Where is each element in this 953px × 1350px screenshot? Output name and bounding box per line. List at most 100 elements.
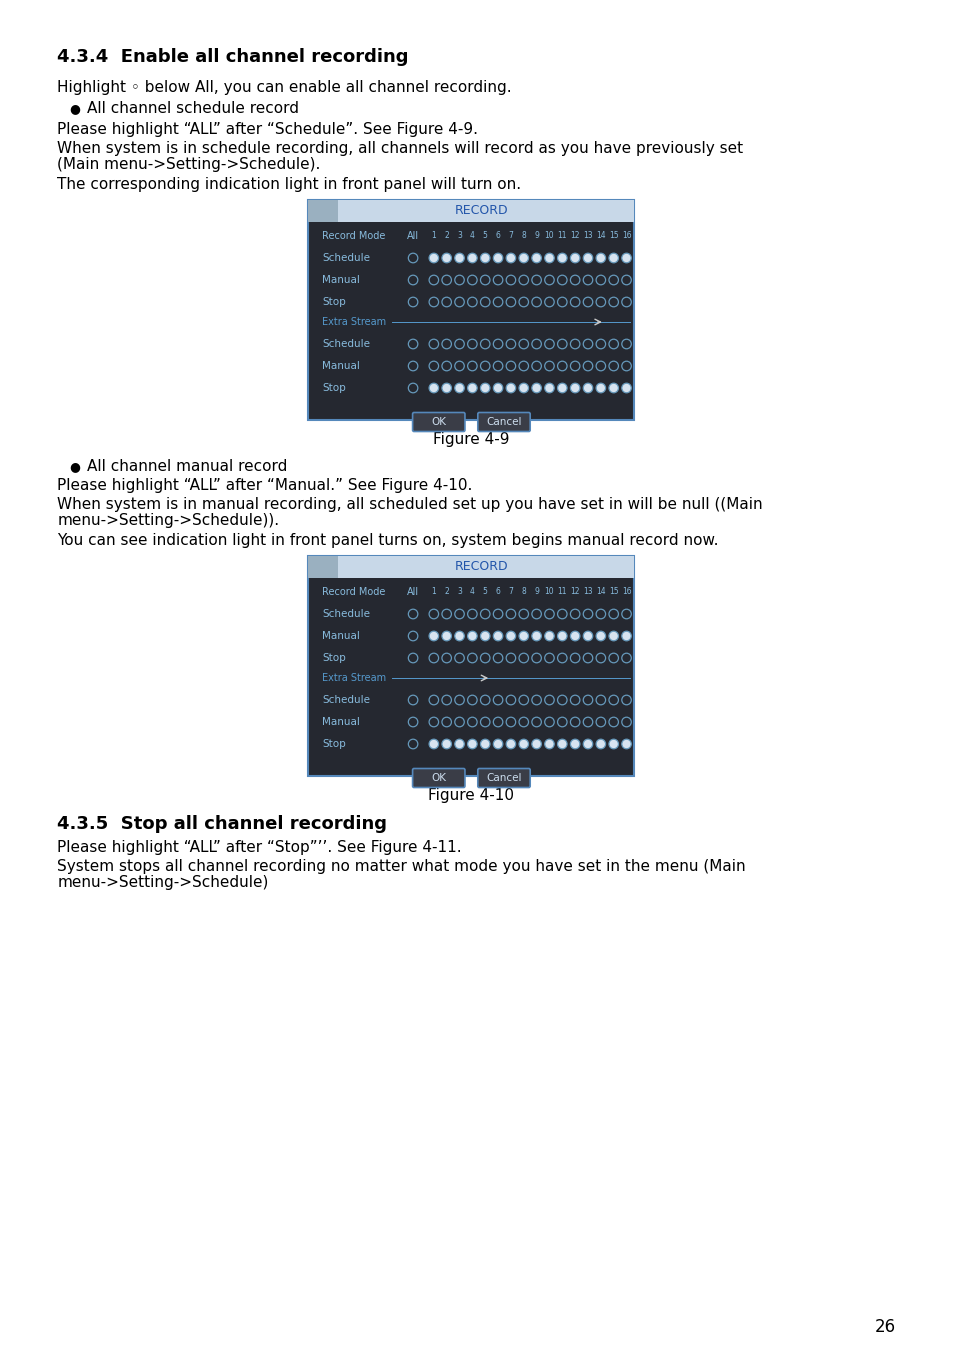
Circle shape xyxy=(532,632,540,641)
Text: 5: 5 xyxy=(482,231,487,240)
Bar xyxy=(308,556,337,578)
Text: RECORD: RECORD xyxy=(454,560,508,574)
Text: 14: 14 xyxy=(596,587,605,597)
Circle shape xyxy=(582,254,592,263)
Text: 3: 3 xyxy=(456,587,461,597)
Circle shape xyxy=(518,632,528,641)
Circle shape xyxy=(467,383,476,393)
Text: 12: 12 xyxy=(570,231,579,240)
Text: 13: 13 xyxy=(582,231,592,240)
Text: OK: OK xyxy=(431,774,446,783)
Text: Schedule: Schedule xyxy=(322,252,370,263)
Text: RECORD: RECORD xyxy=(454,204,508,217)
Circle shape xyxy=(429,254,438,263)
Text: 4: 4 xyxy=(470,587,475,597)
Text: All channel manual record: All channel manual record xyxy=(87,459,287,474)
Text: Please highlight “ALL” after “Stop”’’. See Figure 4-11.: Please highlight “ALL” after “Stop”’’. S… xyxy=(57,840,461,855)
Text: 12: 12 xyxy=(570,587,579,597)
Circle shape xyxy=(493,383,502,393)
Circle shape xyxy=(544,254,554,263)
Text: 10: 10 xyxy=(544,231,554,240)
Circle shape xyxy=(532,254,540,263)
Circle shape xyxy=(557,740,566,749)
FancyBboxPatch shape xyxy=(477,413,530,432)
Text: 26: 26 xyxy=(874,1318,895,1336)
Text: Please highlight “ALL” after “Schedule”. See Figure 4-9.: Please highlight “ALL” after “Schedule”.… xyxy=(57,122,477,136)
Circle shape xyxy=(596,740,605,749)
Text: Manual: Manual xyxy=(322,630,359,641)
Text: Figure 4-10: Figure 4-10 xyxy=(428,788,514,803)
Text: 14: 14 xyxy=(596,231,605,240)
Circle shape xyxy=(441,383,451,393)
Circle shape xyxy=(493,632,502,641)
Circle shape xyxy=(544,632,554,641)
Text: 1: 1 xyxy=(431,231,436,240)
Text: 6: 6 xyxy=(496,231,500,240)
Circle shape xyxy=(441,254,451,263)
Text: System stops all channel recording no matter what mode you have set in the menu : System stops all channel recording no ma… xyxy=(57,859,745,873)
Circle shape xyxy=(621,740,631,749)
Text: Figure 4-9: Figure 4-9 xyxy=(433,432,509,447)
Circle shape xyxy=(506,632,516,641)
Circle shape xyxy=(480,254,490,263)
Circle shape xyxy=(429,632,438,641)
Text: The corresponding indication light in front panel will turn on.: The corresponding indication light in fr… xyxy=(57,177,521,192)
Circle shape xyxy=(441,632,451,641)
Circle shape xyxy=(608,254,618,263)
Text: Manual: Manual xyxy=(322,717,359,728)
Text: 10: 10 xyxy=(544,587,554,597)
Circle shape xyxy=(570,383,579,393)
Text: ●: ● xyxy=(70,460,80,472)
Text: OK: OK xyxy=(431,417,446,427)
Text: 1: 1 xyxy=(431,587,436,597)
Circle shape xyxy=(582,632,592,641)
Circle shape xyxy=(557,632,566,641)
Circle shape xyxy=(467,740,476,749)
Text: menu->Setting->Schedule): menu->Setting->Schedule) xyxy=(57,875,269,890)
Text: 7: 7 xyxy=(508,587,513,597)
Text: Manual: Manual xyxy=(322,360,359,371)
Circle shape xyxy=(621,254,631,263)
Text: ●: ● xyxy=(70,103,80,115)
Text: Schedule: Schedule xyxy=(322,339,370,350)
Bar xyxy=(308,200,337,221)
Circle shape xyxy=(506,254,516,263)
Circle shape xyxy=(455,383,464,393)
Text: All channel schedule record: All channel schedule record xyxy=(87,101,298,116)
Circle shape xyxy=(455,740,464,749)
FancyBboxPatch shape xyxy=(412,413,464,432)
Circle shape xyxy=(608,632,618,641)
Text: All: All xyxy=(407,231,418,242)
Text: 11: 11 xyxy=(557,587,566,597)
Text: Extra Stream: Extra Stream xyxy=(322,317,386,327)
Circle shape xyxy=(544,740,554,749)
Text: 8: 8 xyxy=(521,231,526,240)
Circle shape xyxy=(518,254,528,263)
Circle shape xyxy=(570,254,579,263)
Text: 2: 2 xyxy=(444,231,449,240)
Circle shape xyxy=(621,632,631,641)
Circle shape xyxy=(557,254,566,263)
Text: 15: 15 xyxy=(608,587,618,597)
Circle shape xyxy=(467,254,476,263)
Text: 16: 16 xyxy=(621,231,631,240)
Bar xyxy=(308,200,634,420)
Circle shape xyxy=(493,254,502,263)
Text: When system is in manual recording, all scheduled set up you have set in will be: When system is in manual recording, all … xyxy=(57,497,762,512)
Text: 9: 9 xyxy=(534,587,538,597)
Circle shape xyxy=(480,740,490,749)
Text: Stop: Stop xyxy=(322,383,346,393)
Circle shape xyxy=(570,740,579,749)
Circle shape xyxy=(518,383,528,393)
Text: All: All xyxy=(407,587,418,597)
Circle shape xyxy=(506,383,516,393)
Circle shape xyxy=(441,740,451,749)
Text: 15: 15 xyxy=(608,231,618,240)
Circle shape xyxy=(596,383,605,393)
Text: 7: 7 xyxy=(508,231,513,240)
Text: 4.3.5  Stop all channel recording: 4.3.5 Stop all channel recording xyxy=(57,815,387,833)
Circle shape xyxy=(518,740,528,749)
Circle shape xyxy=(596,632,605,641)
Text: When system is in schedule recording, all channels will record as you have previ: When system is in schedule recording, al… xyxy=(57,140,742,157)
Text: 9: 9 xyxy=(534,231,538,240)
